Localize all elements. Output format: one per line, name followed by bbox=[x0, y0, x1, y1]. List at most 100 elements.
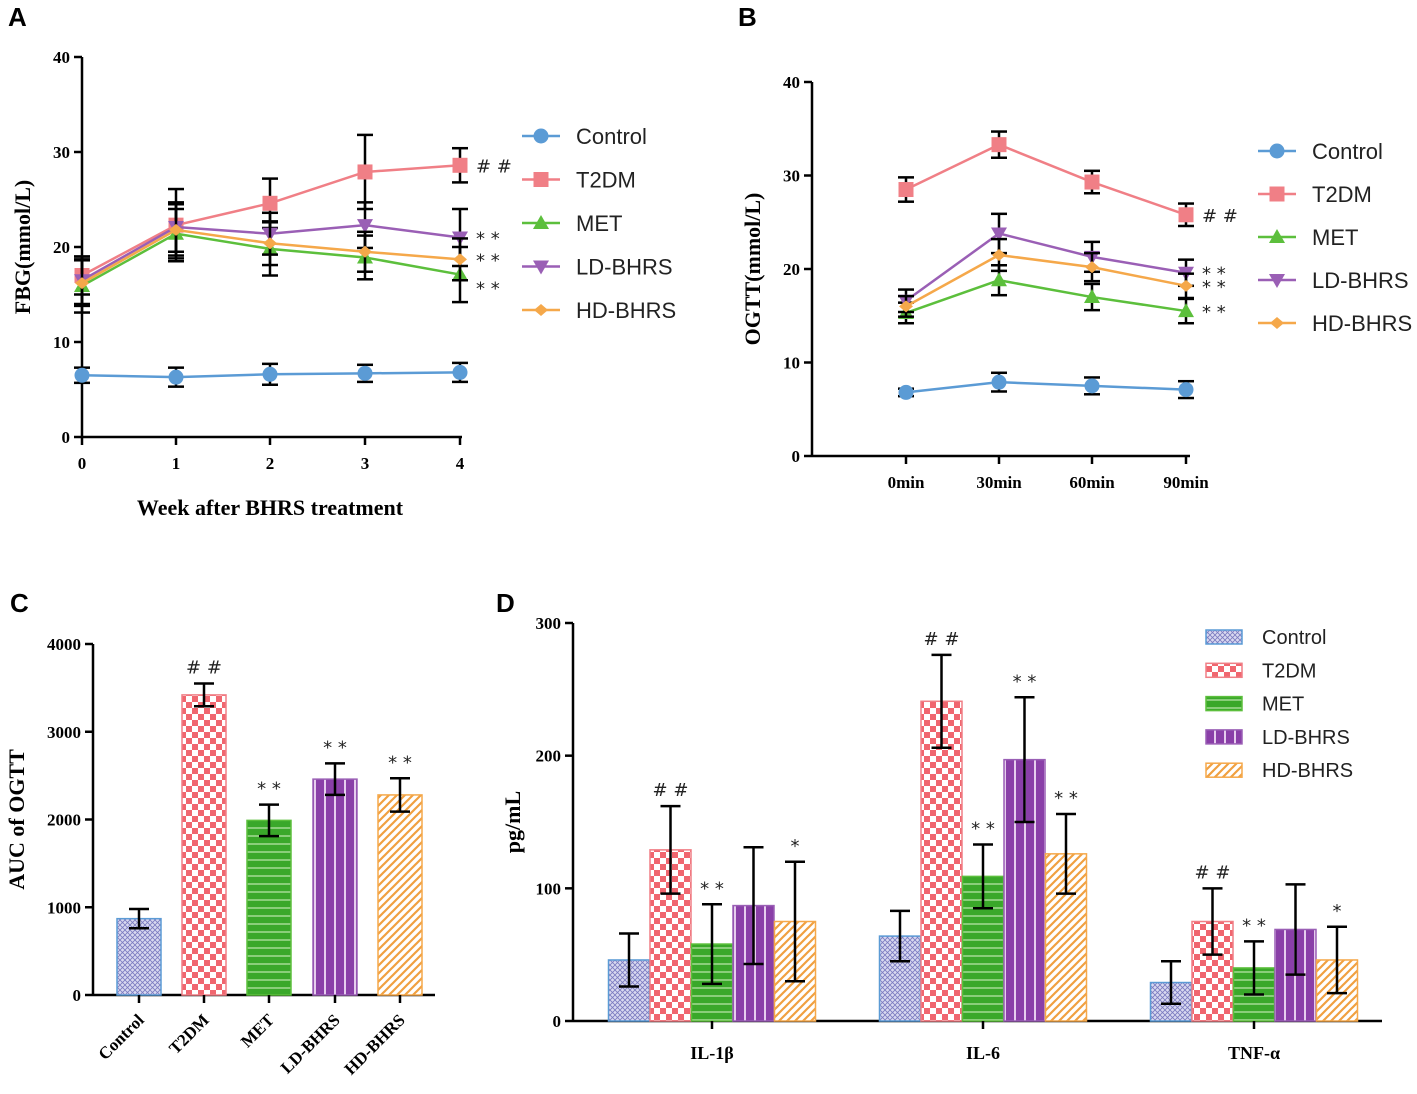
data-point bbox=[453, 253, 467, 266]
data-point bbox=[1178, 382, 1194, 398]
legend-marker bbox=[1269, 229, 1285, 243]
data-point bbox=[169, 223, 183, 236]
y-axis-title: FBG(mmol/L) bbox=[10, 180, 35, 314]
y-tick-label: 20 bbox=[53, 238, 70, 257]
x-tick-label: 4 bbox=[456, 454, 465, 473]
significance-marker: * bbox=[791, 836, 800, 857]
data-point bbox=[1179, 279, 1193, 292]
panel-label-d: D bbox=[496, 588, 515, 618]
legend-label: Control bbox=[576, 124, 647, 149]
significance-marker: * * bbox=[476, 250, 500, 271]
data-point bbox=[262, 195, 278, 211]
legend-label: T2DM bbox=[1312, 182, 1372, 207]
legend-item-met: MET bbox=[522, 211, 622, 236]
significance-marker: * * bbox=[1202, 302, 1226, 323]
legend-label: MET bbox=[576, 211, 622, 236]
bar-met: * * bbox=[246, 779, 292, 996]
series-hd-bhrs bbox=[898, 237, 1194, 318]
legend-label: T2DM bbox=[576, 168, 636, 193]
legend-item-hd-bhrs: HD-BHRS bbox=[522, 298, 676, 323]
y-tick-label: 40 bbox=[53, 48, 70, 67]
legend-item-t2dm: T2DM bbox=[1258, 182, 1372, 207]
panel-label-a: A bbox=[8, 2, 27, 32]
legend-label: HD-BHRS bbox=[1262, 760, 1353, 782]
significance-marker: * bbox=[1333, 901, 1342, 922]
bar-ld-bhrs: * * bbox=[312, 737, 358, 996]
legend-swatch bbox=[1205, 662, 1243, 679]
significance-marker: * * bbox=[1202, 264, 1226, 285]
y-tick-label: 0 bbox=[73, 986, 82, 1005]
y-axis-title: pg/mL bbox=[500, 791, 525, 853]
y-tick-label: 0 bbox=[792, 447, 801, 466]
legend-swatch bbox=[1205, 629, 1243, 645]
bar-t2dm: # # bbox=[181, 657, 227, 996]
data-point bbox=[991, 227, 1007, 242]
legend-label: LD-BHRS bbox=[1262, 727, 1350, 749]
series-control bbox=[898, 371, 1194, 400]
data-point bbox=[899, 300, 913, 313]
legend-item-hd-bhrs: HD-BHRS bbox=[1258, 311, 1412, 336]
significance-marker: # # bbox=[186, 657, 222, 678]
significance-marker: * * bbox=[1054, 788, 1078, 809]
legend-item-t2dm: T2DM bbox=[522, 168, 636, 193]
significance-marker: * * bbox=[700, 878, 724, 899]
data-point bbox=[75, 277, 89, 290]
series-line bbox=[905, 278, 1187, 315]
legend-marker bbox=[1269, 274, 1285, 288]
data-point bbox=[1085, 261, 1099, 274]
panel-c-auc-bar-chart: 0 1000 2000 3000 4000 AUC of OGTT Control # # T2… bbox=[4, 635, 435, 1079]
y-axis-title: OGTT(mmol/L) bbox=[740, 193, 765, 346]
legend-marker bbox=[533, 128, 549, 144]
significance-marker: * * bbox=[1202, 277, 1226, 298]
significance-marker: # # bbox=[1202, 206, 1238, 227]
x-tick-label: MET bbox=[237, 1010, 278, 1051]
y-tick-label: 4000 bbox=[47, 635, 81, 654]
data-point bbox=[452, 364, 468, 380]
data-point bbox=[452, 157, 468, 173]
legend-marker bbox=[533, 215, 549, 229]
data-point bbox=[992, 248, 1006, 261]
series-ld-bhrs bbox=[898, 212, 1194, 314]
x-tick-label: T2DM bbox=[165, 1010, 212, 1057]
significance-marker: * * bbox=[323, 737, 347, 758]
series-t2dm bbox=[898, 130, 1194, 228]
legend-label: LD-BHRS bbox=[1312, 268, 1409, 293]
group-tnf: # # * * * bbox=[1149, 862, 1359, 1022]
panel-label-c: C bbox=[10, 588, 29, 618]
y-tick-label: 200 bbox=[536, 747, 562, 766]
panel-a-fbg-line-chart: 0 10 20 30 40 FBG(mmol/L) 0 1 2 3 4 Week after BHRS… bbox=[10, 48, 676, 520]
y-tick-label: 2000 bbox=[47, 811, 81, 830]
y-tick-label: 10 bbox=[783, 354, 800, 373]
legend-item-control: Control bbox=[1258, 139, 1383, 164]
panel-label-b: B bbox=[738, 2, 757, 32]
significance-marker: * * bbox=[971, 819, 995, 840]
x-tick-label: IL-6 bbox=[966, 1043, 1000, 1063]
panel-d-cytokine-bar-chart: 0 100 200 300 pg/mL # # * * * IL-1β # # * * * * * * I… bbox=[500, 614, 1382, 1063]
legend-label: T2DM bbox=[1262, 660, 1316, 682]
legend-label: MET bbox=[1262, 694, 1304, 716]
legend-label: Control bbox=[1262, 627, 1326, 649]
data-point bbox=[898, 384, 914, 400]
legend-label: LD-BHRS bbox=[576, 255, 673, 280]
data-point bbox=[991, 374, 1007, 390]
legend-marker bbox=[534, 304, 548, 316]
significance-marker: * * bbox=[476, 279, 500, 300]
x-tick-label: 30min bbox=[976, 473, 1022, 492]
legend-item-t2dm: T2DM bbox=[1205, 660, 1316, 682]
data-point bbox=[1084, 174, 1100, 190]
legend-item-hd-bhrs: HD-BHRS bbox=[1205, 760, 1353, 782]
significance-marker: # # bbox=[653, 780, 689, 801]
legend-item-control: Control bbox=[1205, 627, 1326, 649]
y-tick-label: 0 bbox=[553, 1012, 562, 1031]
bar bbox=[377, 794, 423, 996]
legend-marker bbox=[533, 260, 549, 275]
legend-item-met: MET bbox=[1205, 694, 1304, 716]
legend-item-control: Control bbox=[522, 124, 647, 149]
series-line bbox=[905, 380, 1187, 394]
data-point bbox=[1084, 289, 1100, 304]
group-il-6: # # * * * * * * bbox=[878, 629, 1088, 1022]
legend-label: HD-BHRS bbox=[576, 298, 676, 323]
x-tick-label: 60min bbox=[1069, 473, 1115, 492]
y-axis-title: AUC of OGTT bbox=[4, 749, 29, 890]
